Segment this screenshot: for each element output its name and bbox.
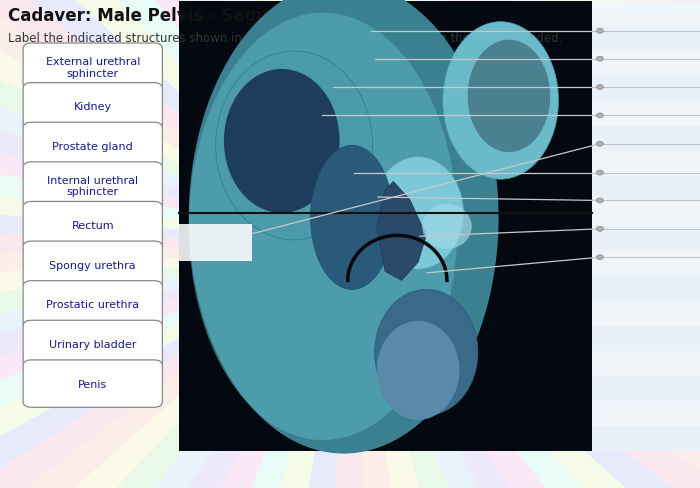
Polygon shape — [0, 54, 350, 244]
Polygon shape — [350, 0, 700, 244]
FancyBboxPatch shape — [23, 123, 162, 170]
Text: Urinary bladder: Urinary bladder — [49, 339, 136, 349]
Polygon shape — [0, 244, 350, 488]
FancyBboxPatch shape — [23, 242, 162, 289]
Ellipse shape — [311, 146, 393, 290]
Polygon shape — [0, 0, 350, 244]
Polygon shape — [350, 244, 700, 488]
Text: Prostatic urethra: Prostatic urethra — [46, 300, 139, 310]
FancyBboxPatch shape — [592, 152, 700, 177]
Text: Internal urethral
sphincter: Internal urethral sphincter — [47, 175, 139, 197]
Ellipse shape — [422, 204, 472, 249]
Polygon shape — [186, 244, 350, 488]
Circle shape — [596, 171, 603, 176]
Polygon shape — [0, 0, 350, 244]
Polygon shape — [350, 0, 700, 244]
Polygon shape — [350, 0, 700, 244]
Polygon shape — [350, 244, 700, 488]
Polygon shape — [186, 0, 350, 244]
Polygon shape — [295, 0, 405, 244]
Polygon shape — [350, 54, 700, 244]
Polygon shape — [0, 244, 350, 488]
FancyBboxPatch shape — [178, 2, 592, 451]
Polygon shape — [0, 244, 350, 488]
Polygon shape — [0, 129, 350, 244]
Polygon shape — [0, 0, 350, 244]
FancyBboxPatch shape — [23, 83, 162, 131]
Polygon shape — [350, 0, 700, 244]
Circle shape — [596, 142, 603, 147]
Polygon shape — [0, 0, 350, 244]
Polygon shape — [350, 244, 700, 359]
Polygon shape — [350, 0, 700, 244]
Polygon shape — [350, 244, 700, 488]
FancyBboxPatch shape — [592, 127, 700, 152]
Ellipse shape — [468, 41, 550, 153]
FancyBboxPatch shape — [592, 27, 700, 52]
Polygon shape — [350, 244, 700, 488]
FancyBboxPatch shape — [592, 177, 700, 202]
Polygon shape — [295, 244, 405, 488]
FancyBboxPatch shape — [23, 321, 162, 368]
FancyBboxPatch shape — [178, 224, 252, 261]
Text: Penis: Penis — [78, 379, 107, 389]
Polygon shape — [0, 244, 350, 488]
Polygon shape — [350, 244, 700, 488]
Polygon shape — [0, 244, 350, 488]
Polygon shape — [0, 0, 350, 244]
Polygon shape — [0, 205, 350, 283]
Circle shape — [596, 227, 603, 232]
Polygon shape — [77, 244, 350, 488]
Polygon shape — [350, 244, 700, 488]
Circle shape — [596, 114, 603, 119]
Polygon shape — [350, 0, 700, 244]
Text: Cadaver: Male Pelvis - Sagittal View: Cadaver: Male Pelvis - Sagittal View — [8, 7, 346, 25]
FancyBboxPatch shape — [592, 302, 700, 326]
Polygon shape — [0, 0, 350, 244]
Polygon shape — [0, 244, 350, 488]
Polygon shape — [0, 0, 350, 244]
Polygon shape — [0, 0, 350, 244]
Polygon shape — [350, 244, 700, 488]
Polygon shape — [350, 0, 700, 244]
FancyBboxPatch shape — [592, 77, 700, 102]
Ellipse shape — [189, 14, 457, 440]
Ellipse shape — [224, 70, 340, 213]
Polygon shape — [350, 205, 700, 283]
FancyBboxPatch shape — [592, 326, 700, 352]
Circle shape — [596, 199, 603, 203]
Ellipse shape — [189, 0, 498, 454]
Text: Kidney: Kidney — [74, 102, 112, 112]
FancyBboxPatch shape — [592, 102, 700, 127]
Text: External urethral
sphincter: External urethral sphincter — [46, 57, 140, 79]
Circle shape — [596, 57, 603, 62]
Text: Label the indicated structures shown in the midsagittal male pelvis, using the h: Label the indicated structures shown in … — [8, 32, 563, 45]
Polygon shape — [0, 244, 350, 488]
Polygon shape — [350, 244, 700, 434]
Polygon shape — [0, 244, 350, 488]
Polygon shape — [0, 0, 350, 244]
Polygon shape — [0, 244, 350, 488]
Ellipse shape — [216, 52, 372, 241]
Polygon shape — [0, 0, 350, 244]
Polygon shape — [0, 0, 350, 244]
Ellipse shape — [374, 290, 478, 415]
Polygon shape — [0, 0, 350, 244]
Polygon shape — [0, 244, 350, 359]
Polygon shape — [77, 0, 350, 244]
Polygon shape — [350, 0, 700, 244]
Ellipse shape — [372, 157, 463, 269]
FancyBboxPatch shape — [592, 2, 700, 27]
Polygon shape — [0, 244, 350, 488]
Circle shape — [596, 85, 603, 90]
Text: Prostate gland: Prostate gland — [52, 142, 133, 152]
FancyBboxPatch shape — [23, 360, 162, 407]
FancyBboxPatch shape — [592, 202, 700, 227]
Polygon shape — [350, 244, 623, 488]
Polygon shape — [0, 244, 350, 488]
Polygon shape — [350, 0, 700, 244]
Circle shape — [596, 29, 603, 34]
Polygon shape — [0, 244, 350, 488]
Polygon shape — [0, 0, 350, 244]
